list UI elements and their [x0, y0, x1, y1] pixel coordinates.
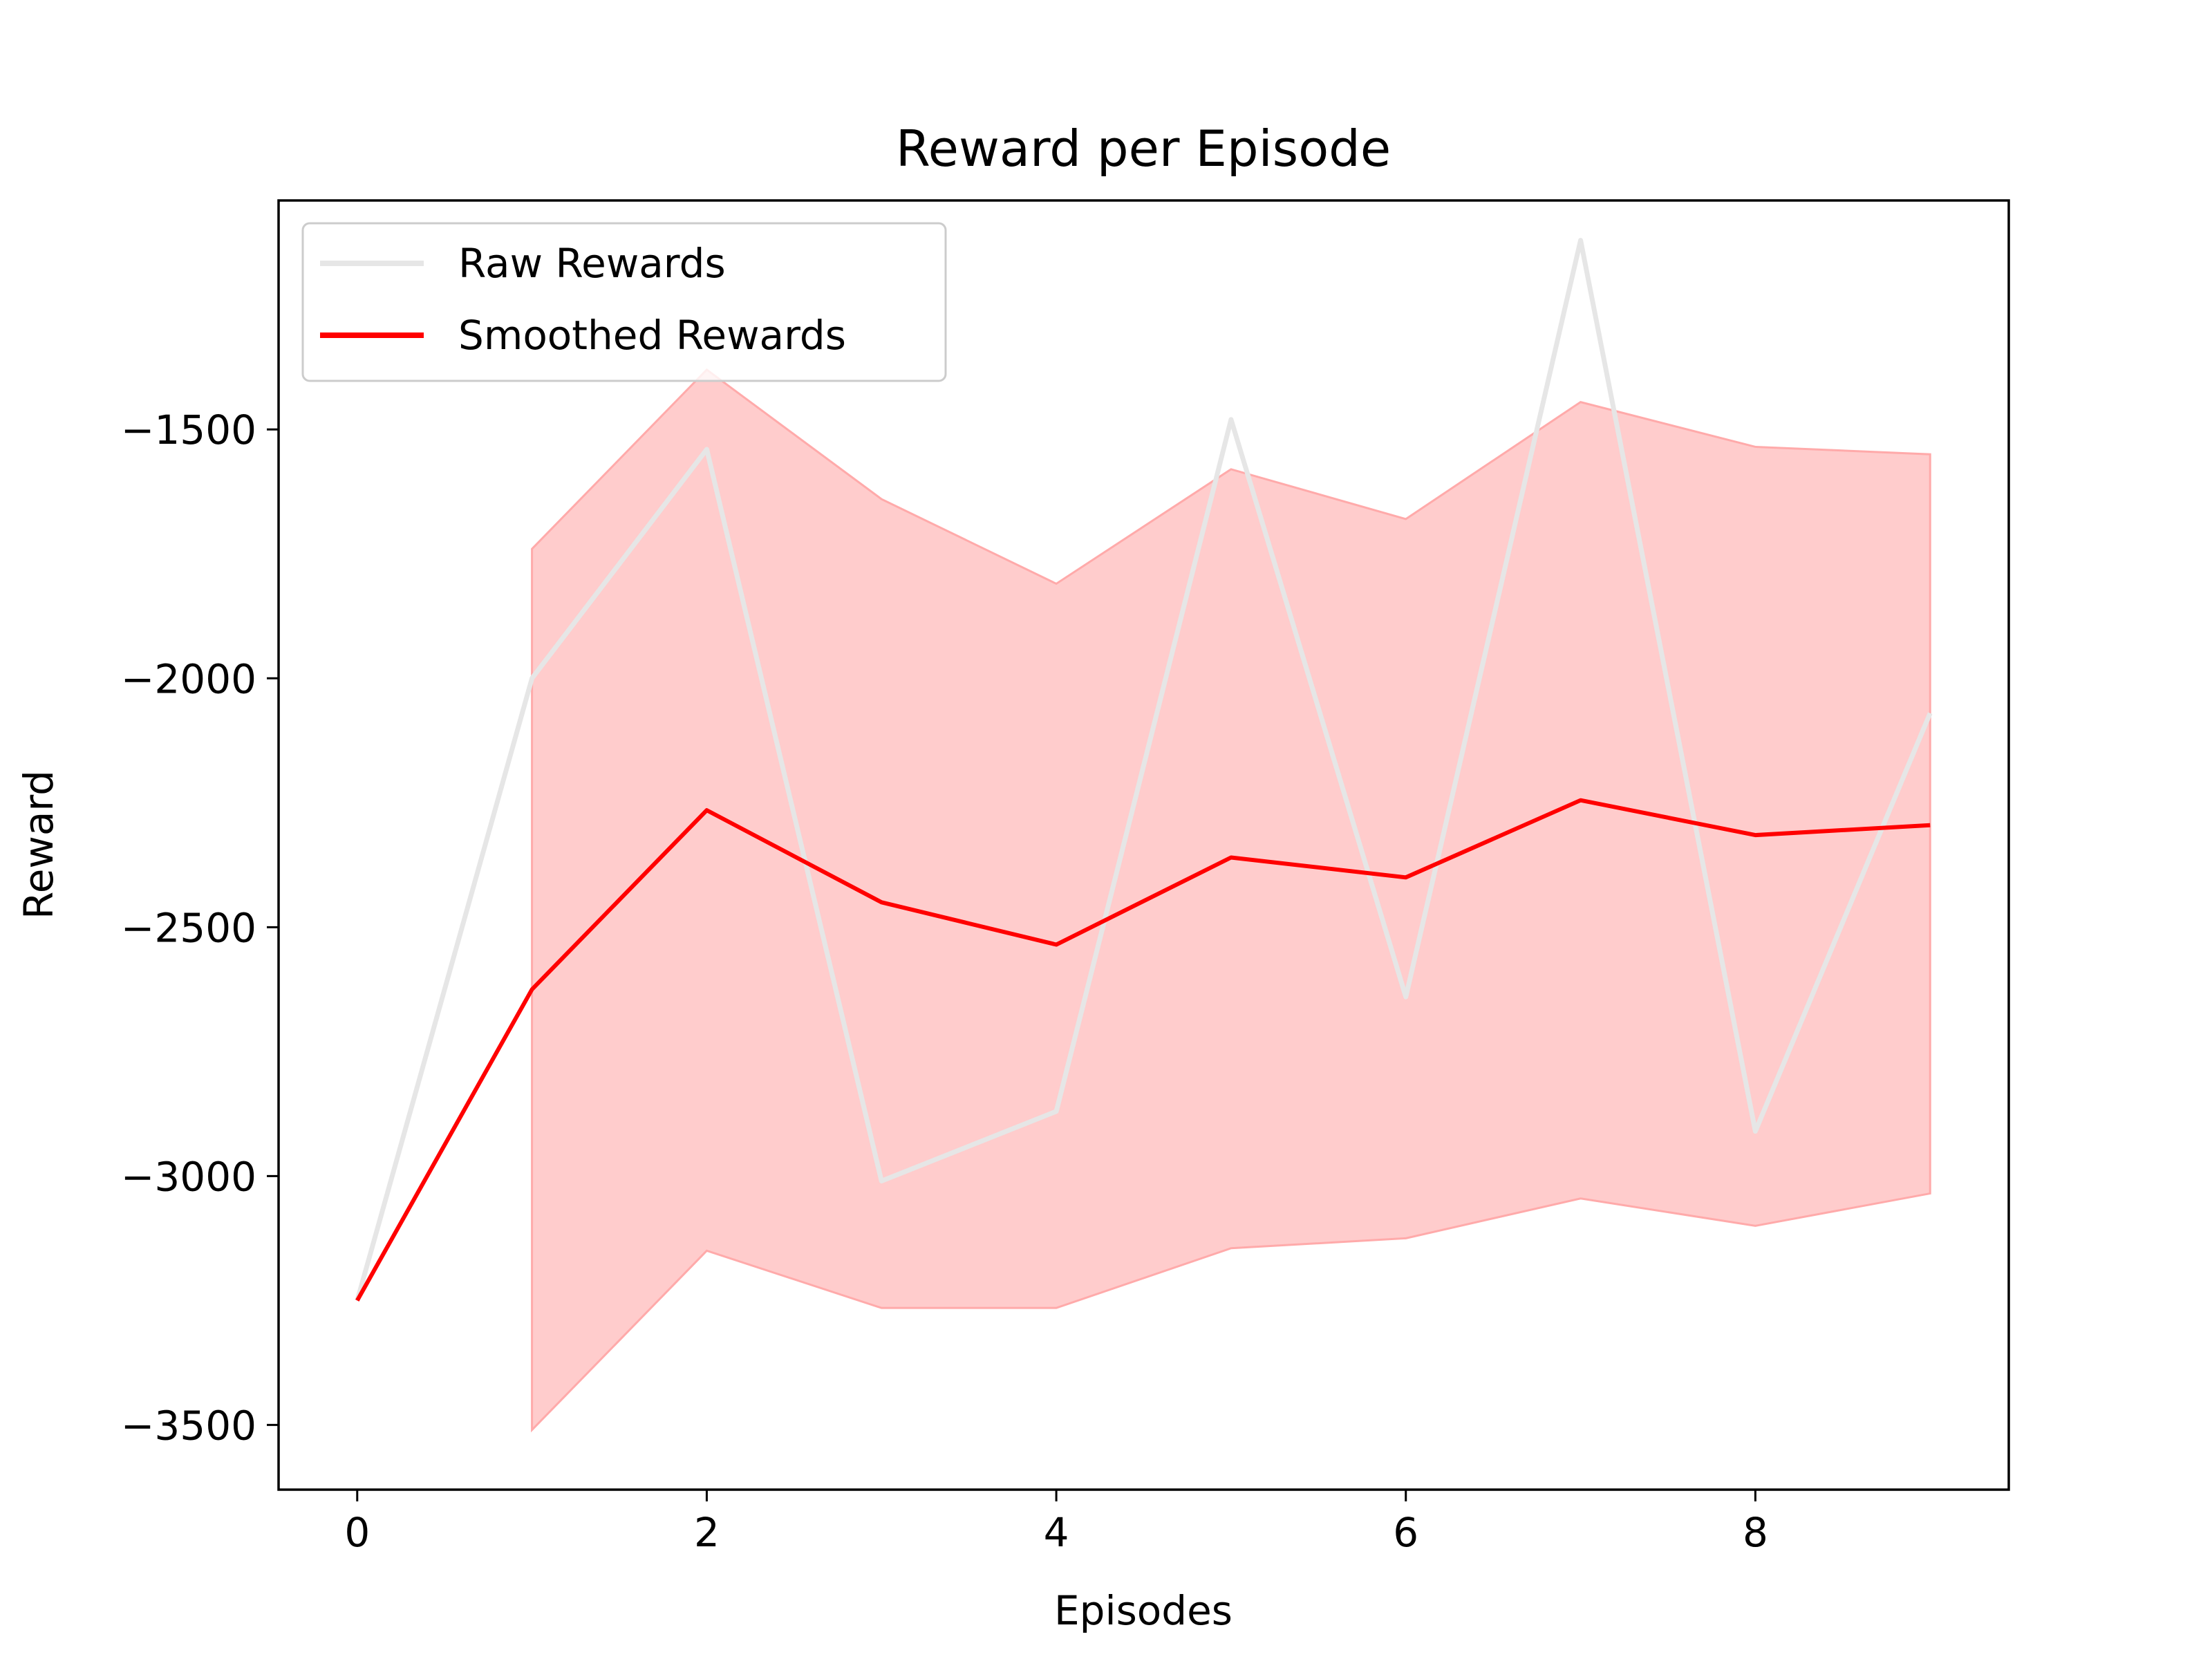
y-tick-label: −2500 — [121, 904, 256, 951]
y-tick-label: −3000 — [121, 1153, 256, 1200]
legend-label-raw-rewards: Raw Rewards — [458, 240, 726, 287]
legend-box — [301, 222, 947, 382]
y-axis: −3500 −3000 −2500 −2000 −1500 — [121, 406, 279, 1449]
smoothed-rewards-band — [531, 368, 1931, 1433]
series-line-smoothed-rewards — [355, 798, 1931, 1302]
x-tick-label: 0 — [344, 1509, 370, 1556]
y-axis-label: Reward — [15, 770, 62, 919]
series-line-raw-rewards — [355, 238, 1933, 1302]
lines-layer — [355, 238, 1933, 1302]
x-axis: 0 2 4 6 8 — [344, 1490, 1768, 1556]
x-axis-label: Episodes — [1054, 1587, 1232, 1634]
y-tick-label: −1500 — [121, 406, 256, 453]
x-tick-label: 6 — [1393, 1509, 1418, 1556]
plot-frame — [277, 199, 2010, 1491]
chart-title: Reward per Episode — [896, 120, 1391, 178]
x-tick-label: 4 — [1044, 1509, 1069, 1556]
legend-label-smoothed-rewards: Smoothed Rewards — [458, 312, 846, 359]
legend: Raw Rewards Smoothed Rewards — [301, 222, 947, 382]
band-layer — [531, 368, 1931, 1433]
plot-area — [355, 238, 1933, 1433]
x-tick-label: 2 — [694, 1509, 720, 1556]
y-tick-label: −3500 — [121, 1402, 256, 1449]
y-tick-label: −2000 — [121, 655, 256, 702]
x-tick-label: 8 — [1743, 1509, 1768, 1556]
